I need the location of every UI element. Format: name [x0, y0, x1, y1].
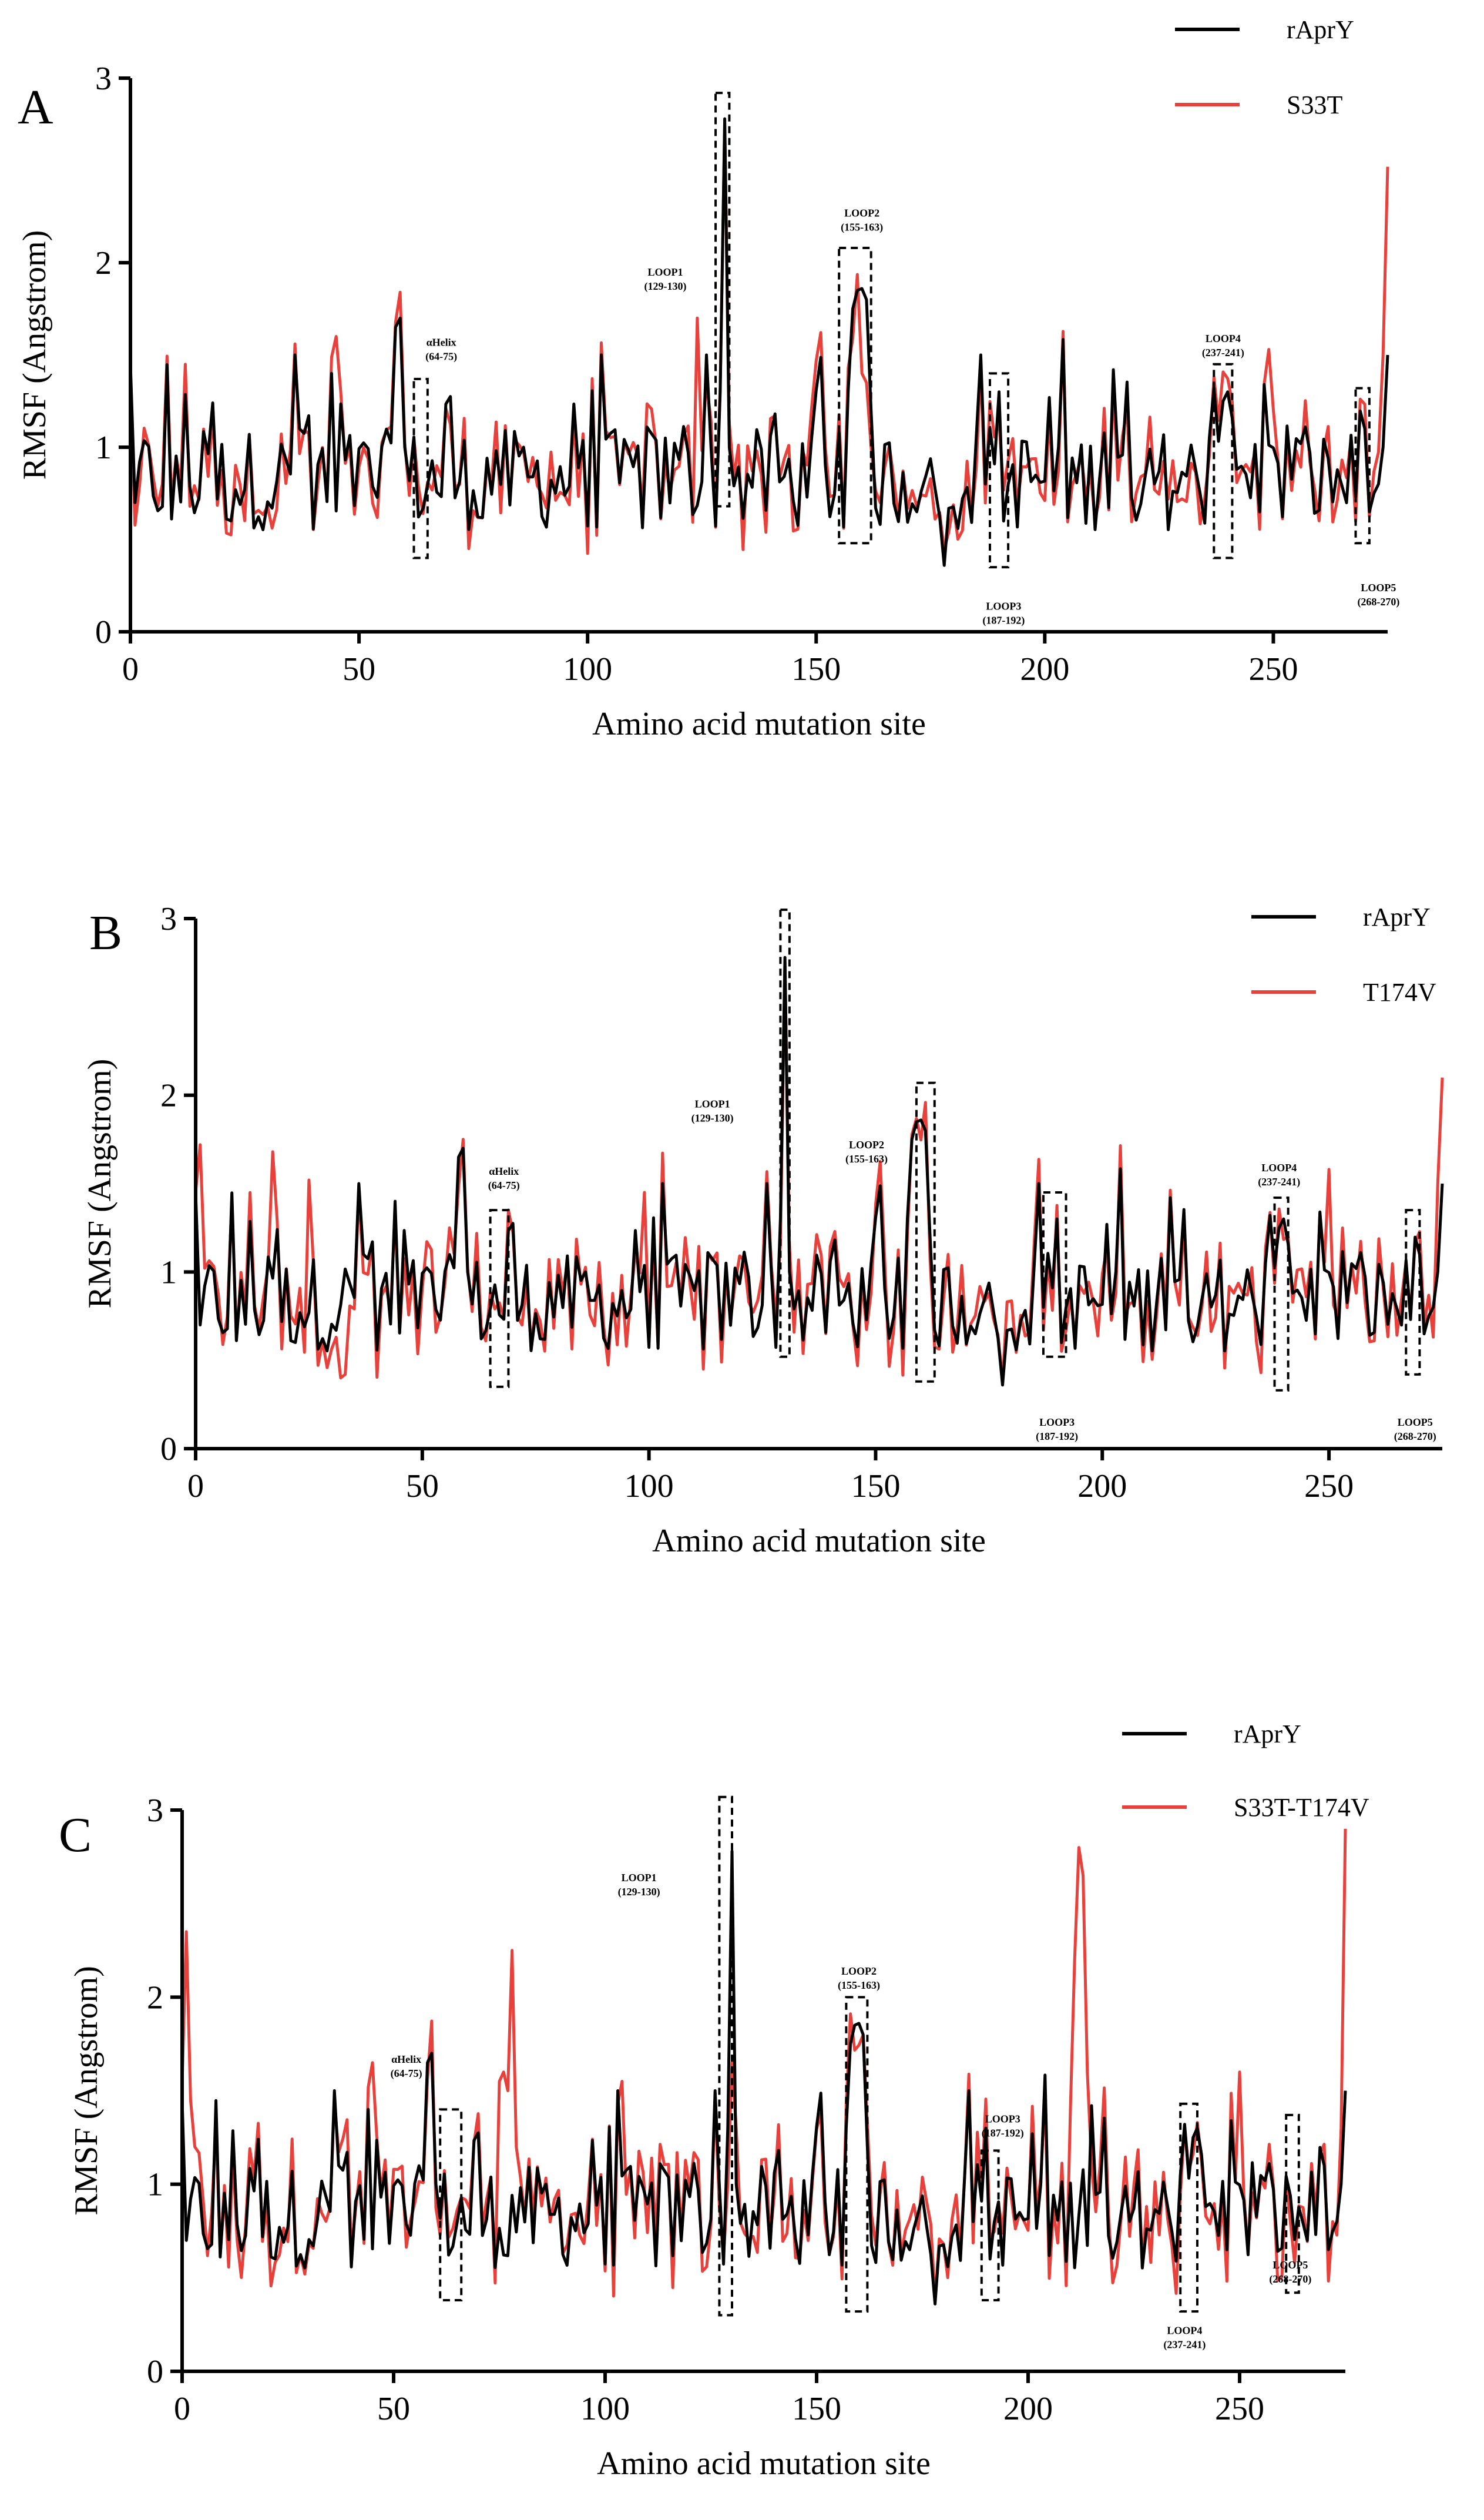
chart-panel-A: αHelix (64-75) LOOP1 (129-130) LOOP2 (155-163…	[16, 15, 1399, 742]
x-tick-label: 100	[563, 651, 612, 688]
x-tick-label: 0	[122, 651, 139, 688]
region-box-LOOP4	[1273, 1197, 1290, 1392]
panel-label: B	[89, 906, 122, 960]
region-box-LOOP5	[1354, 387, 1371, 545]
region-box-LOOP5	[1285, 2113, 1300, 2294]
y-tick-label: 3	[147, 1792, 163, 1829]
legend-label-S33T-T174V: S33T-T174V	[1234, 1793, 1369, 1822]
x-tick-label: 200	[1020, 651, 1069, 688]
region-label-LOOP2: LOOP2 (155-163)	[841, 207, 883, 234]
x-axis-title: Amino acid mutation site	[597, 2445, 931, 2482]
y-tick-label: 1	[95, 430, 112, 466]
y-tick-label: 1	[160, 1254, 177, 1291]
x-tick-label: 200	[1003, 2391, 1053, 2427]
region-box-LOOP1	[718, 1795, 734, 2317]
region-label-αHelix: αHelix (64-75)	[425, 336, 457, 363]
region-label-LOOP3: LOOP3 (187-192)	[982, 600, 1025, 626]
chart-panel-B: αHelix (64-75) LOOP1 (129-130) LOOP2 (155-163…	[82, 901, 1444, 1559]
y-tick-label: 0	[160, 1431, 177, 1467]
x-tick-label: 250	[1304, 1468, 1354, 1504]
legend-label-rAprY: rAprY	[1363, 903, 1431, 931]
region-label-αHelix: αHelix (64-75)	[391, 2053, 422, 2080]
legend-label-rAprY: rAprY	[1234, 1720, 1301, 1748]
x-tick-label: 150	[851, 1468, 900, 1504]
region-box-LOOP1	[779, 908, 791, 1358]
x-tick-label: 50	[377, 2391, 410, 2427]
region-label-LOOP3: LOOP3 (187-192)	[982, 2113, 1024, 2140]
region-box-LOOP1	[714, 92, 731, 508]
region-label-LOOP1: LOOP1 (129-130)	[691, 1098, 734, 1125]
panel-label: C	[59, 1808, 92, 1862]
series-line-rAprY	[194, 956, 1444, 1387]
region-box-αHelix	[489, 1209, 510, 1388]
legend-label-S33T: S33T	[1287, 91, 1342, 119]
y-tick-label: 1	[147, 2167, 163, 2203]
y-axis-title: RMSF (Angstrom)	[82, 1059, 118, 1309]
region-label-LOOP4: LOOP4 (237-241)	[1258, 1162, 1300, 1188]
region-label-LOOP3: LOOP3 (187-192)	[1036, 1416, 1078, 1443]
x-tick-label: 200	[1077, 1468, 1127, 1504]
y-axis-title: RMSF (Angstrom)	[16, 230, 53, 480]
x-tick-label: 250	[1248, 651, 1298, 688]
series-line-rAprY	[180, 1849, 1347, 2305]
region-label-LOOP5: LOOP5 (268-270)	[1269, 2259, 1311, 2286]
series-line-S33T-T174V	[180, 1828, 1347, 2302]
x-tick-label: 150	[792, 2391, 841, 2427]
region-box-LOOP2	[838, 246, 872, 545]
region-label-LOOP2: LOOP2 (155-163)	[838, 1965, 880, 1992]
region-label-αHelix: αHelix (64-75)	[488, 1165, 520, 1192]
x-tick-label: 0	[187, 1468, 204, 1504]
region-label-LOOP5: LOOP5 (268-270)	[1394, 1416, 1436, 1443]
y-tick-label: 3	[95, 61, 112, 97]
x-tick-label: 50	[343, 651, 375, 688]
series-line-rAprY	[129, 117, 1389, 567]
region-label-LOOP4: LOOP4 (237-241)	[1202, 333, 1244, 359]
legend-label-rAprY: rAprY	[1287, 15, 1354, 44]
legend-label-T174V: T174V	[1363, 978, 1436, 1007]
chart-panel-C: αHelix (64-75) LOOP1 (129-130) LOOP2 (155-163…	[59, 1720, 1369, 2482]
y-tick-label: 2	[160, 1078, 177, 1114]
series-line-S33T	[129, 123, 1389, 555]
region-label-LOOP2: LOOP2 (155-163)	[845, 1139, 888, 1165]
region-box-αHelix	[412, 377, 429, 559]
x-tick-label: 100	[625, 1468, 674, 1504]
region-label-LOOP1: LOOP1 (129-130)	[618, 1872, 660, 1898]
region-box-LOOP4	[1179, 2102, 1198, 2313]
x-tick-label: 0	[174, 2391, 190, 2427]
region-box-LOOP5	[1405, 1209, 1421, 1376]
x-tick-label: 150	[791, 651, 841, 688]
x-tick-label: 100	[580, 2391, 630, 2427]
region-box-LOOP2	[845, 1996, 869, 2313]
region-label-LOOP5: LOOP5 (268-270)	[1357, 582, 1399, 608]
x-axis-title: Amino acid mutation site	[652, 1523, 986, 1559]
y-tick-label: 3	[160, 901, 177, 937]
y-tick-label: 0	[147, 2354, 163, 2390]
region-box-LOOP2	[915, 1081, 936, 1383]
y-tick-label: 2	[95, 245, 112, 282]
y-axis-title: RMSF (Angstrom)	[68, 1966, 105, 2216]
y-tick-label: 2	[147, 1979, 163, 2016]
x-tick-label: 250	[1215, 2391, 1264, 2427]
panel-label: A	[18, 80, 53, 135]
x-tick-label: 50	[406, 1468, 439, 1504]
region-label-LOOP4: LOOP4 (237-241)	[1163, 2324, 1206, 2351]
region-label-LOOP1: LOOP1 (129-130)	[644, 266, 686, 293]
y-tick-label: 0	[95, 614, 112, 651]
x-axis-title: Amino acid mutation site	[592, 706, 926, 742]
